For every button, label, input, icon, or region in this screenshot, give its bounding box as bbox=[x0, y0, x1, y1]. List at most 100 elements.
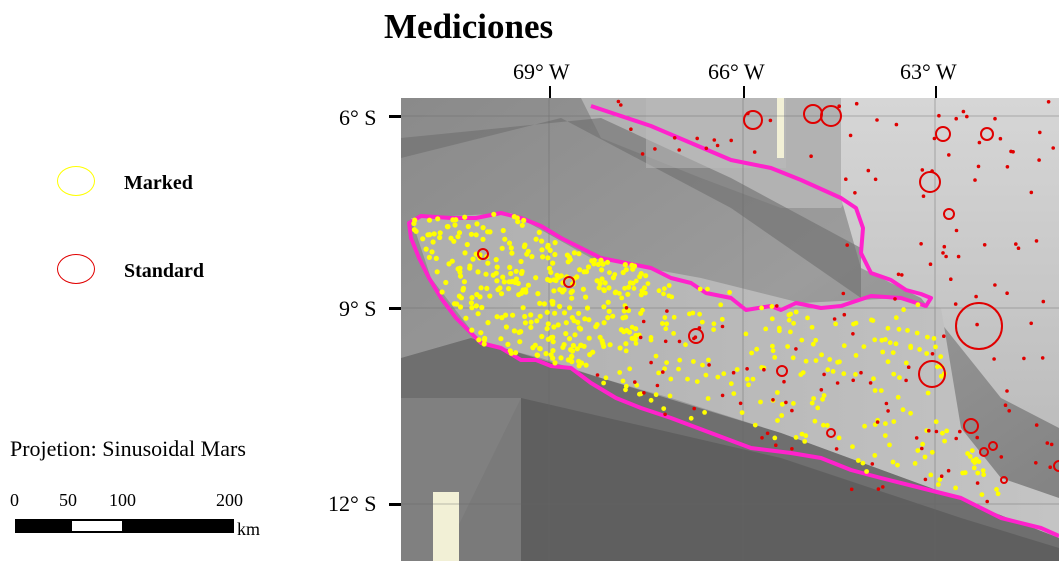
marked-point bbox=[513, 276, 519, 282]
marked-point bbox=[468, 231, 474, 237]
marked-point bbox=[506, 240, 513, 246]
marked-point bbox=[809, 400, 815, 406]
marked-point bbox=[813, 337, 819, 343]
marked-point bbox=[887, 340, 893, 346]
marked-point bbox=[861, 344, 867, 349]
marked-point bbox=[758, 399, 763, 405]
standard-point bbox=[942, 334, 946, 338]
standard-point bbox=[958, 429, 962, 434]
standard-large-circles bbox=[477, 104, 1059, 484]
marked-point bbox=[890, 459, 896, 465]
marked-point bbox=[660, 321, 665, 326]
standard-point bbox=[1014, 242, 1018, 246]
marked-point bbox=[879, 337, 885, 343]
marked-point bbox=[561, 310, 568, 316]
marked-point bbox=[749, 350, 754, 356]
marked-point bbox=[499, 315, 505, 321]
standard-point bbox=[992, 357, 996, 361]
marked-point bbox=[525, 248, 531, 254]
standard-point bbox=[894, 122, 899, 127]
marked-point bbox=[490, 272, 496, 278]
marked-point bbox=[513, 268, 519, 274]
standard-point bbox=[1003, 403, 1008, 408]
marked-point bbox=[744, 376, 750, 382]
marked-point bbox=[994, 487, 999, 492]
standard-point bbox=[942, 244, 947, 249]
marked-point bbox=[598, 257, 604, 263]
marked-point bbox=[606, 308, 612, 314]
marked-point bbox=[412, 217, 418, 223]
marked-point bbox=[895, 394, 901, 400]
marked-point bbox=[581, 343, 587, 349]
marked-point bbox=[981, 472, 987, 478]
marked-point bbox=[605, 315, 611, 321]
marked-point bbox=[578, 326, 584, 332]
marked-point bbox=[583, 362, 589, 368]
marked-point bbox=[648, 397, 654, 403]
marked-point bbox=[953, 485, 958, 491]
marked-point bbox=[502, 236, 508, 242]
marked-point bbox=[617, 370, 623, 375]
standard-point bbox=[1034, 461, 1038, 465]
standard-point bbox=[624, 306, 629, 310]
marked-point bbox=[514, 215, 520, 221]
marked-point bbox=[940, 430, 945, 436]
standard-point bbox=[934, 429, 939, 434]
standard-point bbox=[993, 283, 997, 287]
marked-point bbox=[599, 267, 605, 273]
marked-point bbox=[584, 305, 591, 311]
marked-point bbox=[706, 357, 711, 363]
marked-point bbox=[522, 242, 528, 248]
marked-point bbox=[705, 286, 710, 292]
marked-point bbox=[544, 309, 550, 315]
standard-point bbox=[738, 401, 743, 406]
marked-point bbox=[583, 294, 589, 300]
marked-point bbox=[586, 335, 592, 341]
standard-point bbox=[790, 408, 794, 413]
marked-point bbox=[507, 264, 513, 270]
marked-point bbox=[925, 390, 931, 396]
marked-point bbox=[485, 260, 491, 266]
standard-point bbox=[923, 477, 928, 482]
lon-label-69w: 69° W bbox=[513, 59, 570, 84]
marked-point bbox=[443, 279, 449, 286]
standard-point bbox=[762, 367, 766, 372]
marked-point bbox=[457, 304, 464, 310]
standard-point bbox=[854, 101, 859, 106]
standard-point bbox=[765, 431, 770, 436]
marked-point bbox=[478, 285, 484, 291]
marked-point bbox=[569, 295, 575, 301]
standard-point bbox=[1022, 356, 1026, 361]
standard-point bbox=[975, 481, 980, 485]
standard-point bbox=[1029, 321, 1033, 326]
marked-point bbox=[623, 348, 629, 354]
standard-point bbox=[692, 406, 696, 411]
standard-point bbox=[782, 379, 786, 384]
standard-point bbox=[672, 136, 677, 140]
lon-label-63w: 63° W bbox=[900, 59, 957, 84]
marked-point bbox=[525, 282, 531, 288]
marked-point bbox=[809, 324, 815, 330]
standard-point bbox=[790, 447, 794, 451]
marked-point bbox=[688, 415, 694, 421]
marked-point bbox=[596, 285, 602, 291]
marked-point bbox=[521, 217, 527, 223]
marked-point bbox=[878, 388, 884, 393]
marked-point bbox=[718, 302, 724, 308]
scalebar-label-100: 100 bbox=[109, 490, 136, 510]
map-frame[interactable] bbox=[401, 98, 1059, 561]
marked-point bbox=[566, 336, 573, 342]
marked-point bbox=[871, 376, 876, 382]
marked-point bbox=[509, 278, 516, 284]
marked-point bbox=[571, 250, 577, 256]
marked-point bbox=[617, 345, 623, 351]
marked-point bbox=[552, 240, 558, 246]
standard-point bbox=[1005, 291, 1009, 295]
marked-point bbox=[883, 421, 888, 426]
marked-point bbox=[637, 274, 643, 280]
marked-point bbox=[547, 277, 553, 284]
marked-point bbox=[620, 269, 626, 276]
lon-tick-66w bbox=[743, 86, 745, 100]
standard-point bbox=[845, 243, 849, 247]
marked-point bbox=[450, 217, 456, 223]
